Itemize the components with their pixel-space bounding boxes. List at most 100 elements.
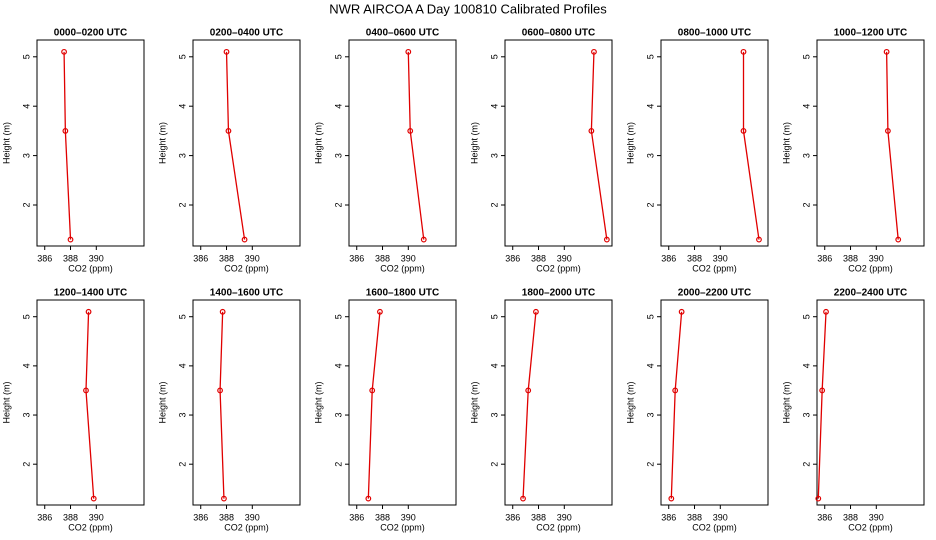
y-tick-label: 4 xyxy=(801,104,811,109)
data-point xyxy=(420,236,427,243)
x-axis-label: CO2 (ppm) xyxy=(380,263,425,273)
y-tick-label: 5 xyxy=(645,314,655,319)
x-axis-label: CO2 (ppm) xyxy=(536,263,581,273)
profile-line xyxy=(219,311,225,499)
data-point xyxy=(61,48,67,55)
x-axis-label: CO2 (ppm) xyxy=(536,522,581,532)
data-point xyxy=(520,495,526,502)
y-axis-label: Height (m) xyxy=(157,122,167,164)
profile-line xyxy=(885,51,899,240)
data-point xyxy=(883,48,890,55)
y-axis-label: Height (m) xyxy=(469,381,479,423)
panel-title: 1400–1600 UTC xyxy=(210,288,283,299)
y-tick-label: 2 xyxy=(333,202,343,207)
y-tick-label: 2 xyxy=(21,462,31,467)
data-point xyxy=(365,495,372,502)
plot-frame xyxy=(348,39,457,247)
y-axis-label: Height (m) xyxy=(781,122,791,164)
x-axis-label: CO2 (ppm) xyxy=(68,522,113,532)
x-tick-label: 388 xyxy=(375,512,390,522)
y-tick-label: 2 xyxy=(333,462,343,467)
y-tick-label: 2 xyxy=(645,202,655,207)
panel-title: 0600–0800 UTC xyxy=(522,28,595,39)
profile-line xyxy=(670,311,683,499)
x-tick-label: 390 xyxy=(245,253,260,263)
profile-line xyxy=(367,311,381,499)
x-tick-label: 386 xyxy=(37,512,52,522)
panel-title: 1600–1800 UTC xyxy=(366,288,439,299)
panel-title: 1800–2000 UTC xyxy=(522,288,595,299)
x-tick-label: 390 xyxy=(713,512,728,522)
y-tick-label: 5 xyxy=(489,314,499,319)
y-tick-label: 2 xyxy=(489,202,499,207)
data-point xyxy=(405,48,412,55)
y-tick-label: 5 xyxy=(177,314,187,319)
data-point xyxy=(756,236,762,243)
data-point xyxy=(815,495,822,502)
x-axis-label: CO2 (ppm) xyxy=(692,522,737,532)
y-axis-label: Height (m) xyxy=(625,122,635,164)
y-tick-label: 3 xyxy=(801,413,811,418)
plot-frame xyxy=(348,299,457,506)
x-tick-label: 386 xyxy=(505,512,520,522)
x-tick-label: 390 xyxy=(869,512,884,522)
x-tick-label: 390 xyxy=(245,512,260,522)
x-tick-label: 386 xyxy=(505,253,520,263)
y-tick-label: 3 xyxy=(489,153,499,158)
plot-frame xyxy=(504,299,613,506)
data-point xyxy=(895,236,902,243)
panel-title: 1200–1400 UTC xyxy=(54,288,127,299)
y-tick-label: 2 xyxy=(177,462,187,467)
x-tick-label: 388 xyxy=(687,253,702,263)
y-tick-label: 4 xyxy=(489,363,499,368)
profile-line xyxy=(590,51,608,240)
y-axis-label: Height (m) xyxy=(1,122,11,164)
x-tick-label: 386 xyxy=(349,512,364,522)
y-tick-label: 5 xyxy=(333,54,343,59)
plot-frame xyxy=(36,299,145,506)
y-tick-label: 4 xyxy=(645,104,655,109)
y-tick-label: 5 xyxy=(21,314,31,319)
data-point xyxy=(223,48,230,55)
y-tick-label: 3 xyxy=(21,153,31,158)
panel-title: 2200–2400 UTC xyxy=(834,288,907,299)
panel-title: 0200–0400 UTC xyxy=(210,28,283,39)
y-tick-label: 3 xyxy=(177,413,187,418)
y-tick-label: 5 xyxy=(489,54,499,59)
data-point xyxy=(885,127,891,134)
x-tick-label: 388 xyxy=(63,512,78,522)
x-tick-label: 386 xyxy=(193,512,208,522)
data-point xyxy=(591,48,597,55)
data-point xyxy=(823,308,829,315)
x-axis-label: CO2 (ppm) xyxy=(68,263,113,273)
x-tick-label: 386 xyxy=(661,253,676,263)
y-axis-label: Height (m) xyxy=(625,381,635,423)
x-axis-label: CO2 (ppm) xyxy=(380,522,425,532)
x-tick-label: 386 xyxy=(661,512,676,522)
x-tick-label: 390 xyxy=(89,512,104,522)
data-point xyxy=(85,308,92,315)
profile-line xyxy=(85,311,95,499)
panel-title: 0800–1000 UTC xyxy=(678,28,751,39)
data-point xyxy=(67,236,74,243)
y-tick-label: 5 xyxy=(801,54,811,59)
profile-line xyxy=(225,51,246,240)
data-point xyxy=(668,495,675,502)
x-tick-label: 386 xyxy=(817,253,832,263)
panel-title: 2000–2200 UTC xyxy=(678,288,751,299)
y-tick-label: 5 xyxy=(645,54,655,59)
y-tick-label: 5 xyxy=(801,314,811,319)
y-tick-label: 2 xyxy=(177,202,187,207)
plot-frame xyxy=(504,39,613,247)
y-tick-label: 4 xyxy=(333,363,343,368)
chart-title: NWR AIRCOA A Day 100810 Calibrated Profi… xyxy=(329,1,607,16)
x-tick-label: 390 xyxy=(713,253,728,263)
data-point xyxy=(588,127,595,134)
data-point xyxy=(62,127,69,134)
plot-frame xyxy=(816,39,925,247)
y-axis-label: Height (m) xyxy=(313,122,323,164)
x-axis-label: CO2 (ppm) xyxy=(692,263,737,273)
plot-frame xyxy=(660,299,769,506)
data-point xyxy=(533,308,539,315)
profile-line xyxy=(817,311,827,499)
